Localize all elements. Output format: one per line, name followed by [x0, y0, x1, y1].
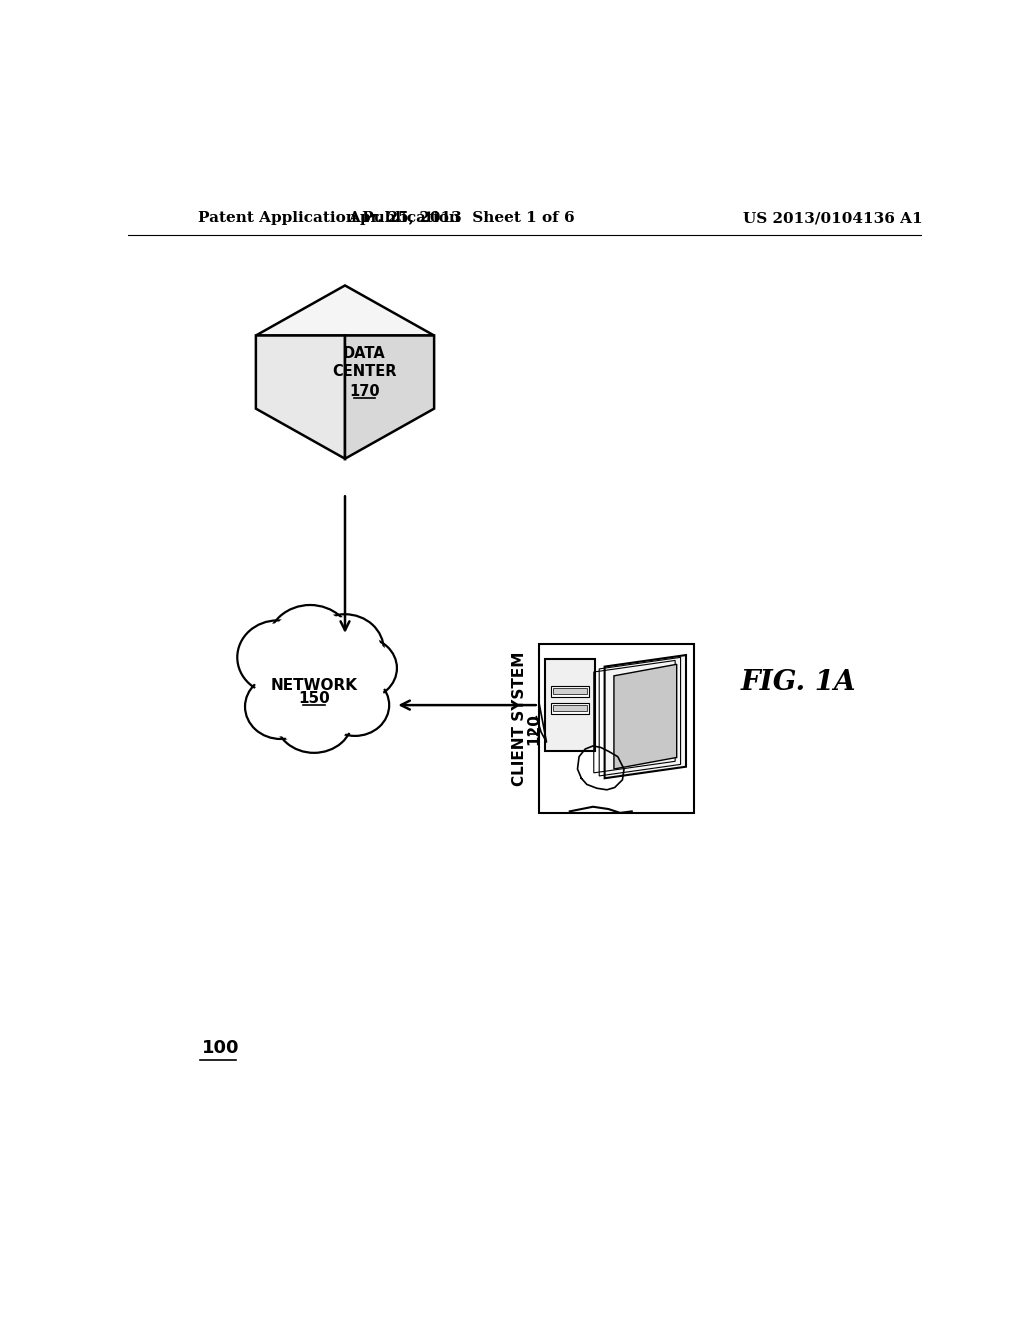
Polygon shape [604, 655, 686, 779]
Text: FIG. 1A: FIG. 1A [740, 668, 856, 696]
Ellipse shape [306, 614, 384, 685]
Ellipse shape [279, 688, 349, 750]
Bar [545, 659, 595, 751]
Ellipse shape [238, 620, 317, 694]
Polygon shape [256, 285, 434, 335]
Bar [554, 705, 587, 711]
Ellipse shape [332, 640, 394, 697]
Bar [551, 686, 589, 697]
Ellipse shape [324, 677, 386, 734]
Polygon shape [345, 335, 434, 459]
Bar [539, 644, 693, 813]
Text: 100: 100 [202, 1039, 240, 1057]
Text: 150: 150 [298, 692, 330, 706]
Text: Patent Application Publication: Patent Application Publication [198, 211, 460, 226]
Ellipse shape [262, 638, 374, 726]
Text: NETWORK: NETWORK [270, 678, 357, 693]
Ellipse shape [329, 638, 397, 700]
Ellipse shape [241, 623, 314, 692]
Text: 170: 170 [349, 384, 380, 399]
Polygon shape [614, 664, 677, 770]
Bar [551, 702, 589, 714]
Text: 120: 120 [526, 713, 541, 744]
Ellipse shape [248, 677, 313, 737]
Ellipse shape [309, 616, 381, 682]
Text: DATA
CENTER: DATA CENTER [332, 346, 396, 379]
Text: Apr. 25, 2013  Sheet 1 of 6: Apr. 25, 2013 Sheet 1 of 6 [348, 211, 574, 226]
Ellipse shape [267, 605, 352, 682]
Text: US 2013/0104136 A1: US 2013/0104136 A1 [743, 211, 923, 226]
Ellipse shape [245, 675, 316, 739]
Ellipse shape [266, 642, 370, 723]
Ellipse shape [275, 685, 352, 752]
Ellipse shape [321, 675, 389, 737]
Bar [554, 688, 587, 694]
Text: CLIENT SYSTEM: CLIENT SYSTEM [512, 651, 527, 785]
Polygon shape [256, 335, 345, 459]
Ellipse shape [271, 609, 349, 678]
